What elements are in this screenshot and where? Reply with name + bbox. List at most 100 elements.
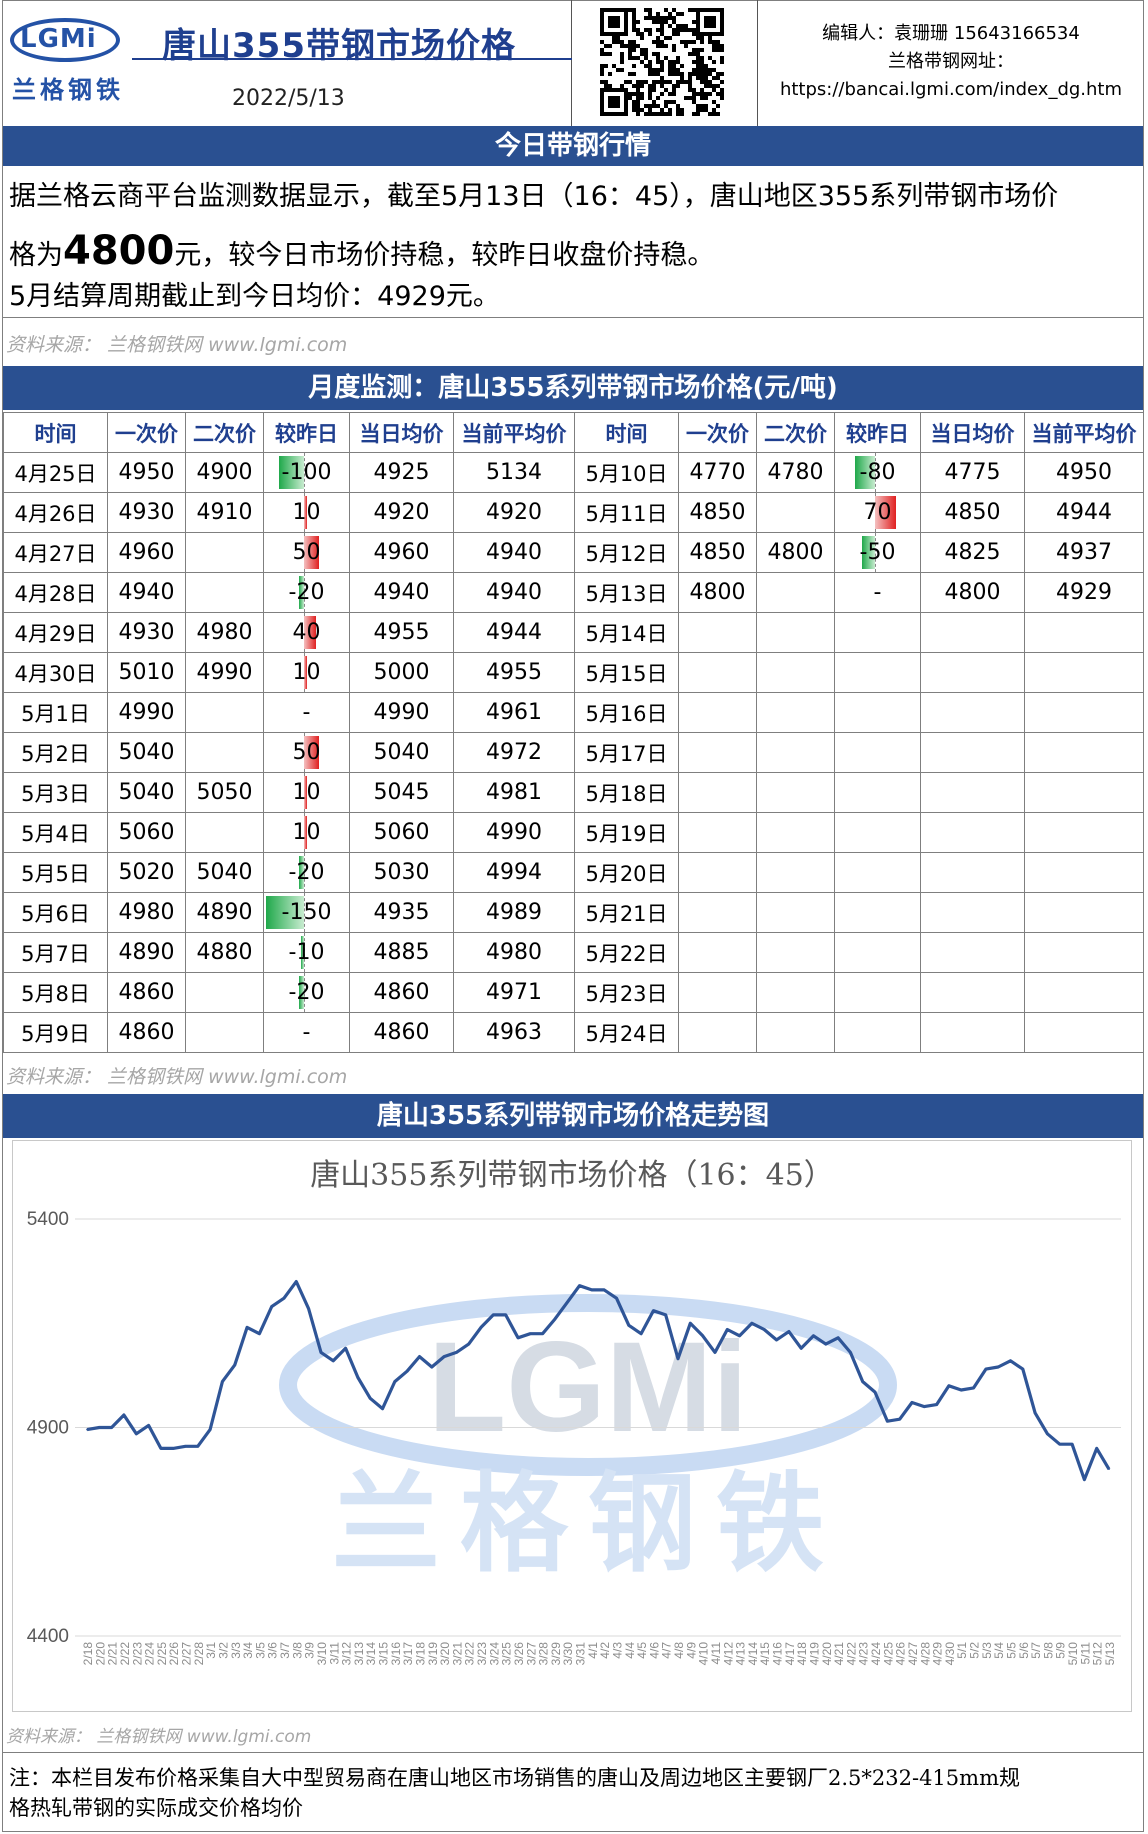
site-url-link[interactable]: https://bancai.lgmi.com/index_dg.htm [779, 79, 1123, 100]
first-price-cell: 4930 [107, 612, 186, 653]
change-bar-down [278, 456, 304, 489]
second-price-cell [756, 492, 835, 533]
running-average-cell [1024, 732, 1144, 773]
change-bar-up [304, 656, 307, 689]
running-average-cell [1024, 692, 1144, 733]
running-average-cell [1024, 612, 1144, 653]
price-point [985, 1368, 987, 1370]
x-tick-label: 3/27 [524, 1642, 538, 1666]
column-header: 二次价 [185, 412, 264, 453]
x-tick-label: 2/24 [143, 1642, 157, 1666]
first-price-cell [678, 972, 757, 1013]
price-point [295, 1280, 298, 1283]
change-value: 10 [292, 660, 321, 685]
x-tick-label: 5/9 [1054, 1642, 1068, 1659]
first-price-cell [678, 852, 757, 893]
price-point [541, 1332, 544, 1335]
first-price-cell [678, 612, 757, 653]
change-value: -20 [288, 980, 325, 1005]
x-tick-label: 2/25 [155, 1642, 169, 1666]
change-cell [834, 772, 921, 813]
change-cell: 40 [263, 612, 350, 653]
date-cell: 5月14日 [574, 612, 679, 653]
x-tick-label: 4/14 [746, 1642, 760, 1666]
change-bar-up [304, 736, 319, 769]
first-price-cell: 4800 [678, 572, 757, 613]
price-point [369, 1397, 372, 1400]
date-cell: 5月7日 [3, 932, 108, 973]
running-average-cell: 4920 [453, 492, 575, 533]
column-header: 时间 [574, 412, 679, 453]
x-tick-label: 5/11 [1078, 1642, 1092, 1665]
change-cell [834, 1012, 921, 1053]
price-point [209, 1428, 211, 1431]
price-point [270, 1305, 273, 1308]
first-price-cell [678, 812, 757, 853]
price-point [788, 1330, 790, 1333]
running-average-cell: 4950 [1024, 452, 1144, 493]
running-average-cell [1024, 772, 1144, 813]
running-average-cell: 4994 [453, 852, 575, 893]
date-cell: 5月18日 [574, 772, 679, 813]
change-cell: 50 [263, 532, 350, 573]
second-price-cell: 4910 [185, 492, 264, 533]
first-price-cell [678, 692, 757, 733]
daily-average-cell: 4885 [349, 932, 454, 973]
change-cell: -10 [263, 932, 350, 973]
daily-average-cell: 4990 [349, 692, 454, 733]
change-cell [834, 972, 921, 1013]
change-value: -20 [288, 860, 325, 885]
date-cell: 5月20日 [574, 852, 679, 893]
price-point [529, 1332, 532, 1335]
x-tick-label: 4/15 [758, 1642, 772, 1666]
price-point [726, 1328, 729, 1331]
running-average-cell: 4963 [453, 1012, 575, 1053]
date-cell: 5月4日 [3, 812, 108, 853]
second-price-cell [756, 652, 835, 693]
change-bar-up [304, 536, 319, 569]
second-price-cell: 4980 [185, 612, 264, 653]
price-point [763, 1328, 766, 1331]
price-point [123, 1414, 125, 1416]
running-average-cell: 4940 [453, 572, 575, 613]
change-value: 50 [292, 540, 321, 565]
column-header: 较昨日 [263, 412, 350, 453]
x-tick-label: 4/5 [635, 1642, 649, 1659]
change-value: -20 [288, 580, 325, 605]
x-tick-label: 3/15 [377, 1642, 391, 1666]
price-point [677, 1357, 679, 1360]
date-cell: 5月15日 [574, 652, 679, 693]
first-price-cell: 4940 [107, 572, 186, 613]
header-info: 编辑人：袁珊珊 15643166534 兰格带钢网址： https://banc… [758, 0, 1144, 126]
table-row: 4月26日 4930 4910 10 4920 4920 5月11日 4850 70 4850 49… [3, 492, 1144, 533]
qr-code-icon[interactable] [600, 8, 724, 116]
daily-average-cell: 5045 [349, 772, 454, 813]
price-point [406, 1370, 408, 1373]
x-tick-label: 3/14 [364, 1642, 378, 1666]
change-cell [834, 692, 921, 733]
price-point [972, 1387, 975, 1389]
x-tick-label: 2/28 [192, 1642, 206, 1666]
x-tick-label: 4/24 [869, 1642, 883, 1666]
x-tick-label: 5/2 [968, 1642, 982, 1659]
price-point [492, 1314, 495, 1316]
change-value: 10 [292, 780, 321, 805]
price-point [221, 1380, 224, 1383]
price-point [430, 1366, 433, 1368]
table-row: 4月30日 5010 4990 10 5000 4955 5月15日 [3, 652, 1144, 693]
x-tick-label: 4/12 [721, 1642, 735, 1666]
x-tick-label: 4/16 [771, 1642, 785, 1666]
price-point [1071, 1443, 1073, 1445]
change-cell: 10 [263, 492, 350, 533]
date-cell: 5月1日 [3, 692, 108, 733]
x-tick-label: 2/18 [81, 1642, 95, 1666]
change-axis [304, 893, 305, 932]
change-value: 50 [292, 740, 321, 765]
column-header: 一次价 [107, 412, 186, 453]
date-cell: 5月17日 [574, 732, 679, 773]
table-row: 5月3日 5040 5050 10 5045 4981 5月18日 [3, 772, 1144, 813]
summary-line-2: 格为4800元，较今日市场价持稳，较昨日收盘价持稳。 [9, 224, 714, 283]
daily-average-cell [920, 932, 1025, 973]
price-point [246, 1326, 248, 1329]
first-price-cell: 5040 [107, 732, 186, 773]
